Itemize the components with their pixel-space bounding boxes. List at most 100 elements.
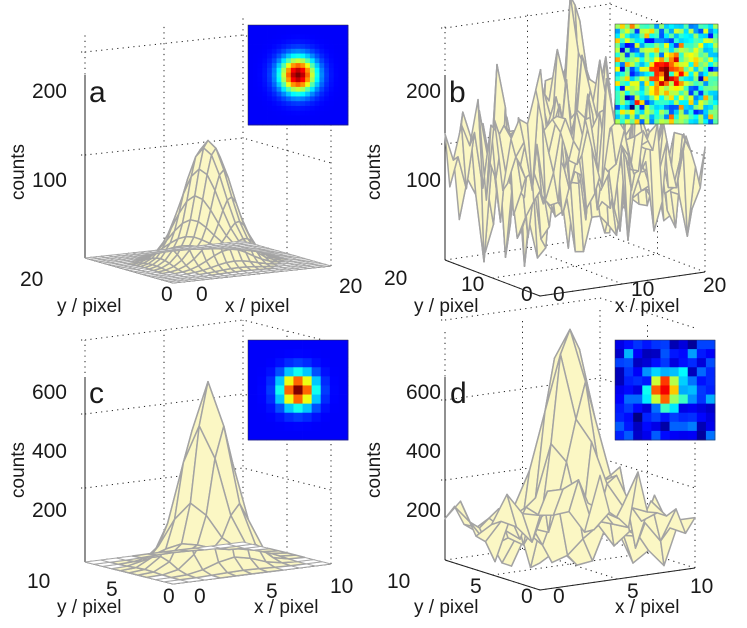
inset-pixel	[619, 95, 626, 101]
inset-pixel	[257, 63, 263, 69]
inset-pixel	[290, 53, 297, 59]
inset-pixel	[266, 421, 276, 432]
inset-pixel	[649, 52, 655, 58]
inset-pixel	[705, 421, 716, 432]
inset-pixel	[290, 25, 297, 31]
inset-pixel	[276, 91, 282, 97]
inset-pixel	[624, 430, 634, 441]
inset-pixel	[319, 25, 325, 31]
inset-pixel	[333, 77, 339, 83]
inset-pixel	[300, 77, 306, 83]
inset-pixel	[338, 77, 344, 83]
inset-pixel	[309, 34, 316, 40]
inset-pixel	[713, 57, 719, 63]
inset-pixel	[688, 66, 694, 73]
inset-pixel	[615, 394, 625, 405]
inset-pixel	[305, 96, 311, 102]
inset-pixel	[319, 63, 325, 69]
inset-pixel	[642, 367, 652, 377]
inset-pixel	[619, 43, 626, 49]
inset-pixel	[639, 119, 645, 125]
inset-pixel	[708, 24, 714, 30]
inset-pixel	[693, 38, 699, 44]
inset-pixel	[271, 72, 277, 78]
inset-pixel	[696, 430, 707, 441]
inset-pixel	[683, 57, 689, 63]
inset-pixel	[271, 48, 277, 54]
x-tick-b-10: 10	[631, 278, 654, 301]
inset-pixel	[338, 430, 349, 441]
inset-pixel	[669, 394, 680, 405]
inset-pixel	[629, 85, 636, 92]
inset-pixel	[252, 115, 258, 121]
inset-pixel	[319, 29, 325, 35]
inset-pixel	[688, 90, 694, 96]
svg-text:200: 200	[406, 499, 441, 522]
z-tick-c-400: 400	[32, 440, 67, 463]
inset-pixel	[271, 110, 277, 116]
x-tick-b-0: 0	[553, 283, 565, 306]
inset-pixel	[248, 115, 254, 121]
inset-pixel	[693, 85, 699, 92]
inset-pixel	[660, 421, 670, 432]
inset-pixel	[329, 421, 340, 432]
inset-pixel	[649, 85, 655, 92]
inset-pixel	[252, 86, 258, 93]
inset-pixel	[290, 29, 297, 35]
inset-pixel	[713, 90, 719, 96]
inset-pixel	[629, 100, 636, 106]
inset-pixel	[333, 39, 339, 45]
x-axis-label-a: x / pixel	[225, 296, 289, 317]
inset-pixel	[286, 25, 292, 31]
inset-pixel	[634, 28, 640, 34]
inset-pixel	[329, 358, 340, 368]
inset-pixel	[615, 367, 625, 377]
inset-pixel	[257, 82, 263, 88]
inset-pixel	[343, 105, 349, 112]
inset-pixel	[678, 38, 685, 44]
inset-pixel	[302, 367, 313, 377]
inset-pixel	[693, 119, 699, 125]
inset-pixel	[329, 430, 340, 441]
y-tick-b-20: 20	[384, 267, 407, 290]
inset-pixel	[633, 376, 643, 386]
inset-pixel	[633, 349, 643, 359]
inset-pixel	[659, 33, 665, 39]
inset-pixel	[286, 48, 292, 54]
inset-pixel	[262, 91, 268, 97]
inset-pixel	[654, 24, 660, 30]
inset-pixel	[696, 412, 707, 423]
inset-pixel	[305, 29, 311, 35]
inset-pixel	[328, 58, 335, 64]
inset-pixel	[696, 394, 707, 405]
inset-pixel	[649, 33, 655, 39]
inset-pixel	[328, 48, 335, 54]
inset-pixel	[673, 66, 680, 73]
inset-pixel	[319, 82, 325, 88]
inset-pixel	[659, 90, 665, 96]
inset-pixel	[257, 430, 267, 441]
inset-pixel	[314, 44, 320, 50]
inset-pixel	[615, 38, 621, 44]
inset-pixel	[633, 394, 643, 405]
inset-pixel	[276, 110, 282, 116]
inset-pixel	[708, 90, 714, 96]
inset-pixel	[705, 349, 716, 359]
inset-pixel	[673, 52, 680, 58]
inset-pixel	[688, 85, 694, 92]
inset-pixel	[275, 376, 285, 386]
inset-pixel	[673, 47, 680, 53]
inset-pixel	[664, 33, 670, 39]
inset-pixel	[654, 85, 660, 92]
inset-pixel	[639, 66, 645, 73]
inset-pixel	[683, 28, 689, 34]
inset-pixel	[673, 62, 680, 68]
inset-pixel	[698, 119, 704, 125]
inset-pixel	[708, 47, 714, 53]
inset-pixel	[262, 77, 268, 83]
y-tick-b-0: 0	[521, 283, 533, 306]
inset-pixel	[324, 120, 330, 126]
inset-pixel	[275, 385, 285, 395]
inset-pixel	[302, 412, 313, 423]
